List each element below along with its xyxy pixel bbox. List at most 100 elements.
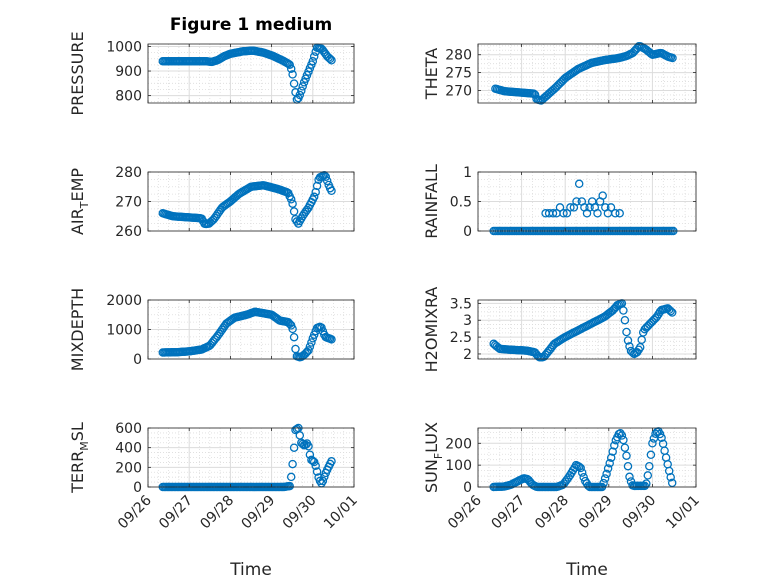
data-point — [312, 181, 322, 191]
data-point — [286, 195, 296, 204]
y-tick-label: 1000 — [106, 323, 142, 339]
y-tick-label: 2 — [463, 347, 472, 363]
figure-title: Figure 1 medium — [170, 15, 332, 35]
data-point — [619, 306, 628, 315]
data-point — [622, 327, 631, 337]
data-point — [324, 53, 333, 62]
y-tick-label: 0 — [133, 480, 142, 496]
y-tick-label: 400 — [115, 441, 142, 457]
data-point — [620, 443, 630, 452]
y-axis-label: THETA — [422, 48, 441, 100]
data-point — [600, 474, 610, 483]
axes-box — [477, 299, 697, 360]
x-tick-label: 10/01 — [321, 493, 361, 533]
data-point — [288, 70, 297, 79]
subplot-mixdepth: 0 1000 2000 MIXDEPTH — [68, 288, 355, 371]
data-point — [216, 327, 225, 337]
y-tick-label: 800 — [115, 89, 142, 105]
data-point — [305, 342, 315, 351]
data-point — [572, 197, 581, 206]
data-point — [309, 457, 319, 467]
data-point — [286, 64, 296, 74]
data-point — [608, 447, 617, 456]
data-point — [297, 438, 306, 448]
data-point — [623, 461, 633, 471]
y-tick-label: 280 — [115, 165, 142, 181]
data-point — [321, 172, 331, 181]
x-tick-label: 09/26 — [115, 492, 155, 532]
data-point — [646, 450, 656, 460]
data-point — [625, 472, 634, 482]
subplot-pressure: 800 900 1000 PRESSURE — [68, 31, 355, 116]
y-tick-label: 0 — [133, 352, 142, 368]
data-point — [606, 203, 616, 212]
y-axis-label: TERRMSL — [68, 422, 91, 494]
x-tick-label: 09/29 — [576, 493, 616, 533]
axes-box — [477, 427, 697, 488]
subplot-air-temp: 260 270 280 AIRTEMP — [68, 165, 355, 240]
data-point — [655, 429, 665, 439]
data-point — [622, 451, 631, 460]
data-point — [606, 453, 616, 462]
axes-box — [477, 43, 697, 104]
data-point — [298, 82, 307, 91]
x-tick-label: 09/27 — [489, 493, 529, 533]
data-point — [610, 441, 619, 450]
y-tick-label: 260 — [115, 224, 142, 240]
data-point — [615, 209, 624, 218]
y-tick-label: 1 — [463, 165, 472, 181]
data-point — [577, 468, 587, 477]
data-point — [645, 461, 654, 471]
data-point — [619, 435, 628, 445]
data-point — [285, 481, 294, 491]
data-point — [657, 433, 666, 443]
data-point — [311, 187, 320, 197]
data-point — [617, 431, 627, 440]
x-tick-label: 09/28 — [532, 493, 572, 533]
data-point — [298, 211, 307, 221]
data-point — [611, 209, 620, 218]
x-tick-label: 09/30 — [619, 493, 659, 533]
y-axis-label: H2OMIXRA — [422, 287, 441, 373]
y-tick-label: 275 — [445, 66, 472, 82]
y-tick-label: 270 — [445, 83, 472, 99]
data-point — [297, 86, 306, 95]
y-axis-label: PRESSURE — [68, 31, 87, 115]
data-point — [605, 458, 614, 468]
data-point — [640, 481, 650, 491]
subplot-h2omixra: 22.533.5 H2OMIXRA — [422, 287, 697, 373]
x-axis-label: Time — [565, 560, 608, 580]
x-tick-label: 09/28 — [197, 493, 237, 533]
data-point — [566, 203, 575, 212]
data-point — [327, 457, 336, 466]
data-point — [320, 472, 329, 481]
data-point — [548, 209, 558, 218]
data-point — [311, 461, 320, 471]
y-axis-label: SUNFLUX — [422, 422, 445, 493]
data-point — [620, 315, 630, 325]
data-point — [325, 54, 335, 64]
data-point — [616, 429, 625, 438]
y-tick-label: 200 — [115, 460, 142, 476]
y-tick-label: 2.5 — [450, 330, 472, 346]
data-point — [327, 335, 336, 344]
y-tick-label: 2000 — [106, 293, 142, 309]
x-tick-label: 09/30 — [280, 493, 320, 533]
y-tick-label: 200 — [445, 436, 472, 452]
data-point — [603, 464, 613, 473]
y-tick-label: 0 — [463, 224, 472, 240]
x-tick-label: 09/29 — [239, 493, 279, 533]
y-tick-label: 0.5 — [450, 195, 472, 211]
y-tick-label: 600 — [115, 421, 142, 437]
data-point — [286, 472, 296, 482]
data-point — [211, 211, 221, 221]
data-point — [285, 60, 294, 69]
data-point — [288, 459, 297, 469]
data-point — [288, 324, 297, 334]
subplot-rainfall: 0 0.5 1 RAINFALL — [422, 164, 697, 240]
data-point — [576, 463, 585, 473]
data-point — [666, 306, 675, 316]
data-point — [322, 176, 332, 186]
